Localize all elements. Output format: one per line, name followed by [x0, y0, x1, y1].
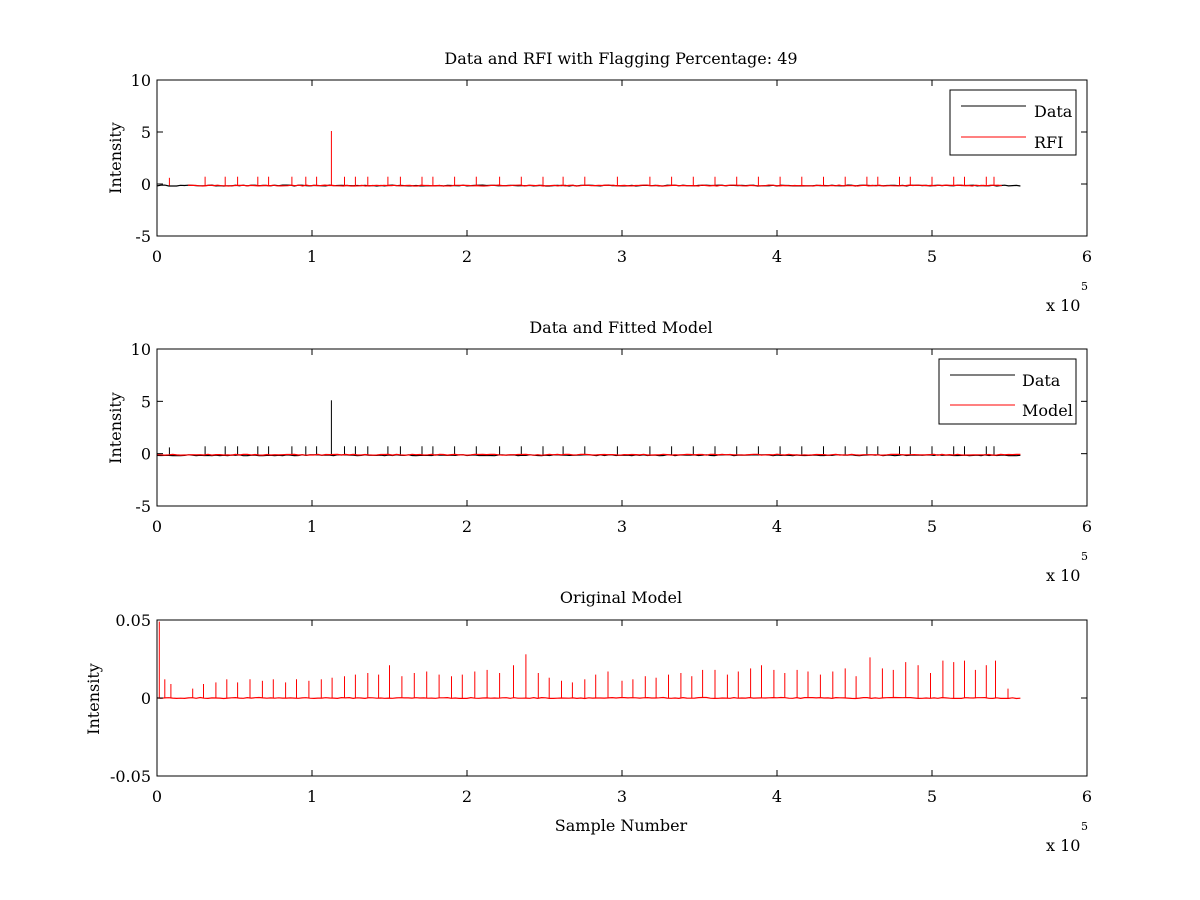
subplot-3-x-exponent: x 10 5: [1046, 820, 1088, 855]
subplot-1-plot-area: [156, 131, 1021, 187]
y-tick-label: 0: [141, 175, 151, 194]
subplot-1-x-exponent-base: x 10: [1046, 296, 1080, 315]
subplot-2-ylabel: Intensity: [106, 392, 125, 464]
x-tick-label: 4: [772, 247, 782, 266]
subplot-2-legend-label-model: Model: [1022, 401, 1073, 420]
x-tick-label: 6: [1082, 247, 1092, 266]
x-tick-label: 6: [1082, 787, 1092, 806]
x-tick-label: 0: [152, 247, 162, 266]
subplot-2-x-exponent: x 10 5: [1046, 550, 1088, 585]
subplot-3-xlabel: Sample Number: [555, 816, 688, 835]
subplot-1-title: Data and RFI with Flagging Percentage: 4…: [444, 49, 797, 68]
subplot-1-legend: Data RFI: [949, 89, 1077, 156]
y-tick-label: 5: [141, 392, 151, 411]
subplot-2-legend: Data Model: [938, 358, 1077, 425]
x-tick-label: 3: [617, 247, 627, 266]
subplot-2-legend-label-data: Data: [1022, 371, 1061, 390]
x-tick-label: 0: [152, 517, 162, 536]
subplot-2-x-exponent-base: x 10: [1046, 566, 1080, 585]
x-tick-label: 1: [307, 247, 317, 266]
subplot-1-ylabel: Intensity: [106, 122, 125, 194]
subplot-1-series-rfi: [168, 131, 1002, 187]
subplot-3: Original Model Intensity 0 1 2 3 4 5 6-0.0500.…: [84, 588, 1092, 855]
subplot-3-series-model: [156, 621, 1021, 700]
series-line: [156, 696, 1021, 700]
x-tick-label: 2: [462, 247, 472, 266]
x-tick-label: 1: [307, 517, 317, 536]
x-tick-label: 4: [772, 517, 782, 536]
subplot-3-title: Original Model: [560, 588, 682, 607]
subplot-3-x-exponent-base: x 10: [1046, 836, 1080, 855]
subplot-2-legend-box: [938, 358, 1077, 425]
series-line: [156, 453, 1021, 456]
x-tick-label: 6: [1082, 517, 1092, 536]
x-tick-label: 2: [462, 787, 472, 806]
subplot-1: Data and RFI with Flagging Percentage: 4…: [106, 49, 1092, 315]
x-tick-label: 3: [617, 517, 627, 536]
y-tick-label: -0.05: [110, 767, 151, 786]
x-tick-label: 0: [152, 787, 162, 806]
x-tick-label: 3: [617, 787, 627, 806]
subplot-3-x-exponent-power: 5: [1081, 820, 1088, 833]
x-tick-label: 1: [307, 787, 317, 806]
series-line: [187, 184, 1002, 187]
subplot-3-plot-area: [156, 621, 1021, 700]
subplot-1-legend-box: [949, 89, 1077, 156]
y-tick-label: 5: [141, 123, 151, 142]
subplot-1-axes-box: [156, 79, 1088, 237]
x-tick-label: 5: [927, 787, 937, 806]
subplot-3-ylabel: Intensity: [84, 663, 103, 735]
subplot-2-series-model: [156, 453, 1021, 456]
subplot-2-x-exponent-power: 5: [1081, 550, 1088, 563]
y-tick-label: -5: [135, 227, 151, 246]
subplot-2-plot-area: [156, 400, 1021, 457]
subplot-2: Data and Fitted Model Intensity 0 1 2 3 4 5 6 -…: [106, 318, 1092, 585]
y-tick-label: -5: [135, 497, 151, 516]
x-tick-label: 5: [927, 517, 937, 536]
subplot-2-title: Data and Fitted Model: [529, 318, 712, 337]
y-tick-label: 10: [131, 71, 151, 90]
subplot-1-legend-label-data: Data: [1034, 102, 1073, 121]
subplot-2-series-data: [156, 400, 1021, 457]
x-tick-label: 5: [927, 247, 937, 266]
y-tick-label: 10: [131, 340, 151, 359]
x-tick-label: 2: [462, 517, 472, 536]
y-tick-label: 0: [141, 689, 151, 708]
x-tick-label: 4: [772, 787, 782, 806]
subplot-1-x-exponent-power: 5: [1081, 280, 1088, 293]
subplot-1-x-exponent: x 10 5: [1046, 280, 1088, 315]
subplot-1-legend-label-rfi: RFI: [1034, 133, 1063, 152]
y-tick-label: 0.05: [115, 611, 151, 630]
y-tick-label: 0: [141, 445, 151, 464]
